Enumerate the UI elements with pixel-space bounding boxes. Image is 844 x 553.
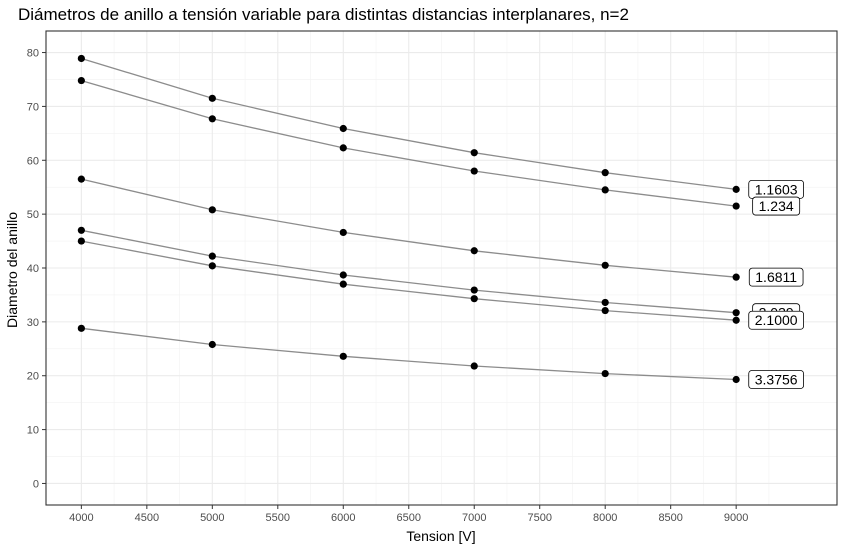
data-point [208, 340, 216, 349]
x-tick-label: 4500 [135, 512, 159, 524]
data-point [470, 149, 478, 157]
data-point [77, 76, 85, 85]
series-line [81, 327, 737, 381]
y-axis-title: Diametro del anillo [4, 212, 20, 328]
data-point [470, 286, 478, 294]
series-label: 1.234 [759, 198, 794, 214]
y-tick-label: 0 [33, 478, 39, 490]
series-end-label: 1.234 [752, 196, 801, 216]
chart-title: Diámetros de anillo a tensión variable p… [18, 5, 629, 24]
label-box [748, 370, 804, 389]
series-label: 1.1603 [755, 181, 798, 197]
data-point [470, 247, 478, 255]
data-point [208, 206, 216, 214]
data-point [601, 369, 609, 378]
data-point [601, 261, 609, 269]
data-point [732, 185, 740, 193]
x-tick-label: 8500 [658, 512, 682, 524]
x-tick-label: 5000 [200, 512, 224, 524]
y-tick-label: 70 [27, 101, 39, 113]
data-point [601, 169, 609, 177]
data-point [339, 144, 347, 152]
data-point [339, 271, 347, 279]
series-line [81, 178, 737, 278]
data-point [77, 324, 85, 332]
y-tick-label: 40 [27, 263, 39, 275]
data-point [601, 298, 609, 307]
y-tick-label: 60 [27, 155, 39, 167]
x-tick-label: 5500 [266, 512, 290, 524]
data-point [732, 202, 740, 210]
label-box [752, 196, 801, 216]
data-point [732, 316, 740, 324]
x-tick-label: 7500 [527, 512, 551, 524]
data-point [77, 226, 85, 234]
series-end-label: 3.3756 [748, 370, 804, 389]
x-tick-label: 6500 [397, 512, 421, 524]
panel-border [45, 30, 838, 506]
x-axis-title: Tension [V] [406, 528, 475, 544]
data-point [732, 273, 740, 281]
label-box [748, 267, 804, 287]
y-tick-label: 10 [27, 425, 39, 437]
label-box [748, 310, 804, 330]
data-point [208, 262, 216, 270]
x-tick-label: 7000 [462, 512, 486, 524]
series-line [81, 79, 737, 207]
x-tick-label: 9000 [724, 512, 748, 524]
x-tick-label: 6000 [331, 512, 355, 524]
series-line [81, 229, 737, 314]
y-tick-label: 20 [27, 371, 39, 383]
series-label: 3.3756 [755, 371, 798, 387]
data-point [339, 352, 347, 360]
series-end-label: 1.1603 [748, 179, 804, 199]
data-point [601, 306, 609, 315]
series-line [81, 57, 737, 191]
x-tick-label: 4000 [69, 512, 93, 524]
series-label: 2.1000 [755, 312, 798, 328]
series-label: 1.6811 [755, 269, 797, 285]
data-point [470, 167, 478, 175]
y-tick-label: 50 [27, 209, 39, 221]
data-point [732, 375, 740, 384]
data-point [601, 186, 609, 194]
series-end-label: 1.6811 [748, 267, 804, 287]
data-point [470, 295, 478, 303]
data-point [77, 175, 85, 183]
data-point [208, 94, 216, 102]
series-line [81, 240, 737, 321]
plot-panel: 4000 4500 5000 5500 6000 6500 7000 7500 8000 8500… [27, 30, 838, 524]
data-point [339, 228, 347, 237]
data-point [732, 309, 740, 317]
data-point [208, 252, 216, 260]
data-point [470, 362, 478, 370]
data-point [77, 54, 85, 63]
y-tick-label: 30 [27, 317, 39, 329]
data-point [339, 280, 347, 288]
x-tick-label: 8000 [593, 512, 617, 524]
series-end-label: 2.1000 [748, 310, 804, 330]
data-point [77, 237, 85, 245]
y-tick-label: 80 [27, 48, 39, 60]
data-point [339, 124, 347, 133]
data-point [208, 115, 216, 123]
